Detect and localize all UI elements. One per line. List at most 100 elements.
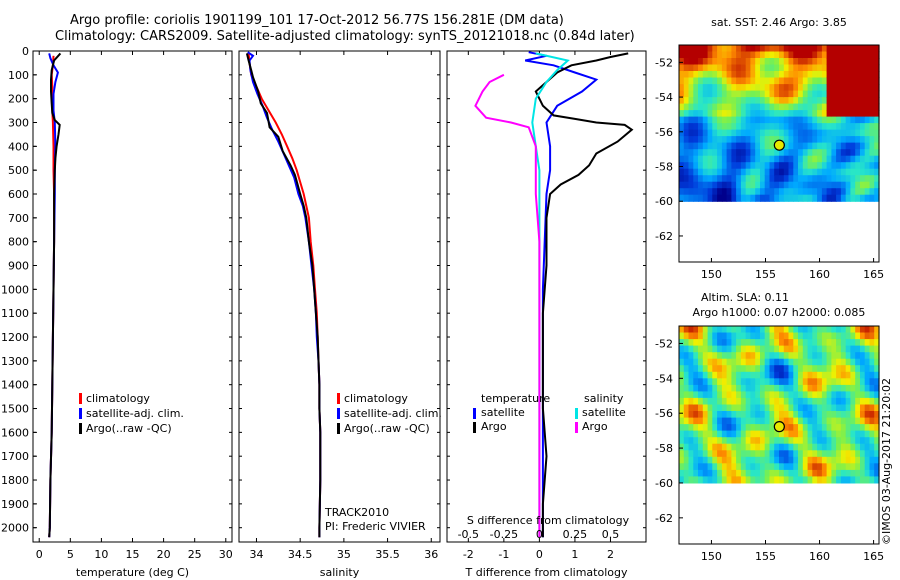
map-cell [821, 339, 828, 347]
map-cell [802, 450, 809, 458]
map-cell [821, 77, 828, 85]
map-cell [679, 424, 685, 432]
map-cell [688, 332, 694, 340]
map-cell [836, 45, 842, 53]
map-cell [717, 378, 723, 386]
map-cell [826, 194, 832, 202]
x-tick-label: -1 [498, 548, 509, 561]
map-cell [750, 326, 756, 334]
map-cell [693, 110, 699, 118]
map-cell [774, 411, 780, 419]
map-cell [698, 194, 704, 202]
map-cell [736, 476, 742, 484]
map-cell [840, 136, 847, 144]
map-cell [717, 90, 723, 98]
map-cell [736, 123, 742, 131]
map-cell [817, 417, 823, 425]
map-cell [869, 339, 875, 347]
map-cell [826, 404, 832, 412]
map-cell [760, 469, 766, 477]
map-cell [821, 136, 828, 144]
map-cell [855, 450, 861, 458]
map-cell [874, 411, 880, 419]
map-cell [726, 417, 732, 425]
map-cell [779, 188, 785, 196]
map-cell [688, 58, 694, 66]
track-annotation: TRACK2010 [324, 506, 389, 519]
map-cell [793, 110, 799, 118]
map-cell [812, 397, 818, 405]
map-cell [845, 58, 852, 66]
map-cell [788, 469, 794, 477]
map-cell [845, 352, 852, 360]
map-cell [683, 129, 690, 137]
map-cell [812, 476, 818, 484]
map-cell [836, 110, 842, 118]
map-cell [860, 168, 866, 176]
map-cell [817, 339, 823, 347]
map-cell [840, 90, 847, 98]
map-cell [698, 64, 704, 72]
map-cell [845, 411, 852, 419]
map-cell [717, 155, 723, 163]
map-cell [764, 181, 771, 189]
map-cell [679, 64, 685, 72]
map-cell [717, 437, 723, 445]
map-cell [717, 181, 723, 189]
map-cell [750, 129, 756, 137]
map-cell [679, 332, 685, 340]
map-cell [788, 411, 794, 419]
map-cell [764, 155, 771, 163]
map-cell [707, 58, 713, 66]
legend-swatch [337, 408, 340, 419]
map-cell [836, 162, 842, 170]
map-cell [817, 352, 823, 360]
map-cell [740, 51, 747, 59]
map-cell [826, 391, 832, 399]
map-cell [717, 476, 723, 484]
map-cell [721, 378, 728, 386]
map-cell [740, 90, 747, 98]
map-cell [702, 71, 709, 79]
map-cell [845, 332, 852, 340]
map-cell [831, 332, 837, 340]
map-cell [817, 194, 823, 202]
map-cell [702, 476, 709, 484]
map-cell [821, 188, 828, 196]
map-cell [769, 116, 775, 124]
map-cell [774, 51, 780, 59]
y-tick-label: 1700 [1, 450, 29, 463]
map-cell [745, 332, 752, 340]
map-cell [860, 476, 866, 484]
map-cell [802, 51, 809, 59]
map-cell [812, 51, 818, 59]
map-cell [798, 194, 804, 202]
map-cell [755, 155, 761, 163]
map-cell [807, 155, 813, 163]
map-cell [826, 378, 832, 386]
map-cell [774, 456, 780, 464]
map-cell [712, 404, 718, 412]
map-cell [760, 155, 766, 163]
map-cell [683, 476, 690, 484]
map-cell [679, 345, 685, 353]
map-cell [836, 391, 842, 399]
map-cell [679, 194, 685, 202]
map-cell [869, 84, 875, 92]
map-cell [840, 404, 847, 412]
map-cell [745, 45, 752, 53]
map-cell [788, 384, 794, 392]
map-cell [850, 404, 856, 412]
map-cell [750, 476, 756, 484]
series-line-argo [48, 52, 62, 538]
map-cell [755, 142, 761, 150]
map-cell [712, 168, 718, 176]
map-cell [850, 162, 856, 170]
map-cell [760, 443, 766, 451]
map-cell [855, 123, 861, 131]
map-cell [869, 391, 875, 399]
map-cell [855, 476, 861, 484]
map-cell [793, 58, 799, 66]
map-cell [874, 339, 880, 347]
